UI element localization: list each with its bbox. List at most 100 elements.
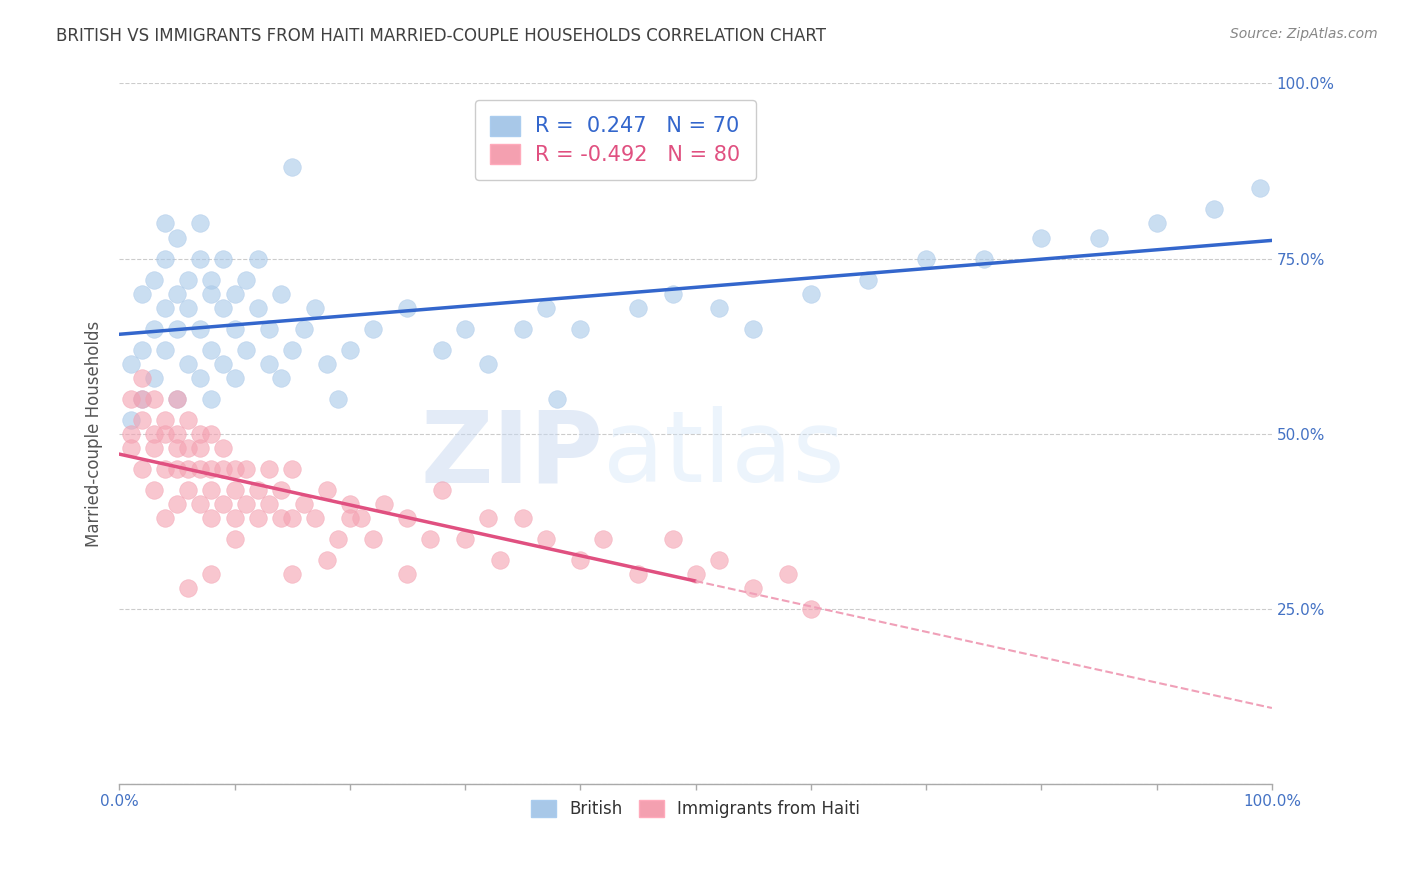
Point bbox=[155, 426, 177, 441]
Point bbox=[304, 301, 326, 315]
Point bbox=[177, 272, 200, 286]
Point bbox=[627, 301, 650, 315]
Point bbox=[246, 483, 269, 497]
Point bbox=[569, 321, 592, 335]
Point bbox=[200, 461, 222, 475]
Point bbox=[224, 286, 246, 301]
Point bbox=[200, 272, 222, 286]
Point bbox=[212, 497, 235, 511]
Point bbox=[534, 532, 557, 546]
Point bbox=[339, 510, 361, 524]
Point bbox=[142, 392, 165, 406]
Point bbox=[973, 252, 995, 266]
Point bbox=[281, 461, 304, 475]
Point bbox=[454, 321, 477, 335]
Point bbox=[200, 343, 222, 357]
Point bbox=[350, 510, 373, 524]
Point bbox=[627, 566, 650, 581]
Point bbox=[361, 321, 384, 335]
Point bbox=[177, 461, 200, 475]
Point bbox=[742, 581, 765, 595]
Point bbox=[257, 497, 280, 511]
Point bbox=[142, 441, 165, 455]
Legend: British, Immigrants from Haiti: British, Immigrants from Haiti bbox=[524, 793, 868, 824]
Point bbox=[120, 426, 142, 441]
Point bbox=[246, 301, 269, 315]
Point bbox=[477, 357, 499, 371]
Point bbox=[339, 497, 361, 511]
Point bbox=[166, 230, 188, 244]
Point bbox=[1031, 230, 1053, 244]
Text: Source: ZipAtlas.com: Source: ZipAtlas.com bbox=[1230, 27, 1378, 41]
Point bbox=[534, 301, 557, 315]
Point bbox=[166, 321, 188, 335]
Point bbox=[224, 321, 246, 335]
Point bbox=[142, 483, 165, 497]
Point bbox=[281, 161, 304, 175]
Point bbox=[212, 252, 235, 266]
Point bbox=[120, 357, 142, 371]
Point bbox=[142, 370, 165, 384]
Point bbox=[188, 252, 211, 266]
Point bbox=[166, 392, 188, 406]
Point bbox=[454, 532, 477, 546]
Point bbox=[177, 412, 200, 426]
Point bbox=[166, 286, 188, 301]
Point bbox=[188, 426, 211, 441]
Point bbox=[120, 441, 142, 455]
Point bbox=[915, 252, 938, 266]
Point bbox=[396, 301, 419, 315]
Point bbox=[661, 286, 683, 301]
Point bbox=[177, 441, 200, 455]
Point bbox=[131, 412, 153, 426]
Point bbox=[235, 461, 257, 475]
Point bbox=[155, 461, 177, 475]
Point bbox=[235, 272, 257, 286]
Point bbox=[200, 566, 222, 581]
Point bbox=[131, 343, 153, 357]
Point bbox=[224, 461, 246, 475]
Point bbox=[419, 532, 441, 546]
Point bbox=[257, 357, 280, 371]
Point bbox=[1146, 217, 1168, 231]
Point bbox=[430, 483, 453, 497]
Point bbox=[257, 461, 280, 475]
Point bbox=[396, 510, 419, 524]
Point bbox=[166, 426, 188, 441]
Point bbox=[200, 426, 222, 441]
Point bbox=[155, 412, 177, 426]
Point bbox=[177, 301, 200, 315]
Point bbox=[488, 552, 510, 566]
Text: ZIP: ZIP bbox=[420, 406, 603, 503]
Point bbox=[188, 461, 211, 475]
Point bbox=[155, 217, 177, 231]
Point bbox=[200, 483, 222, 497]
Point bbox=[685, 566, 707, 581]
Point bbox=[200, 392, 222, 406]
Point bbox=[142, 426, 165, 441]
Point bbox=[315, 483, 337, 497]
Point bbox=[224, 510, 246, 524]
Point bbox=[707, 301, 730, 315]
Point bbox=[224, 532, 246, 546]
Point bbox=[142, 321, 165, 335]
Point bbox=[155, 343, 177, 357]
Point bbox=[430, 343, 453, 357]
Point bbox=[800, 601, 823, 615]
Point bbox=[177, 357, 200, 371]
Point bbox=[212, 461, 235, 475]
Point bbox=[315, 357, 337, 371]
Point bbox=[707, 552, 730, 566]
Point bbox=[281, 566, 304, 581]
Point bbox=[155, 510, 177, 524]
Point bbox=[257, 321, 280, 335]
Point bbox=[569, 552, 592, 566]
Point bbox=[328, 532, 350, 546]
Point bbox=[188, 370, 211, 384]
Point bbox=[131, 370, 153, 384]
Point bbox=[396, 566, 419, 581]
Point bbox=[373, 497, 395, 511]
Point bbox=[212, 357, 235, 371]
Point bbox=[1249, 181, 1271, 195]
Point bbox=[776, 566, 799, 581]
